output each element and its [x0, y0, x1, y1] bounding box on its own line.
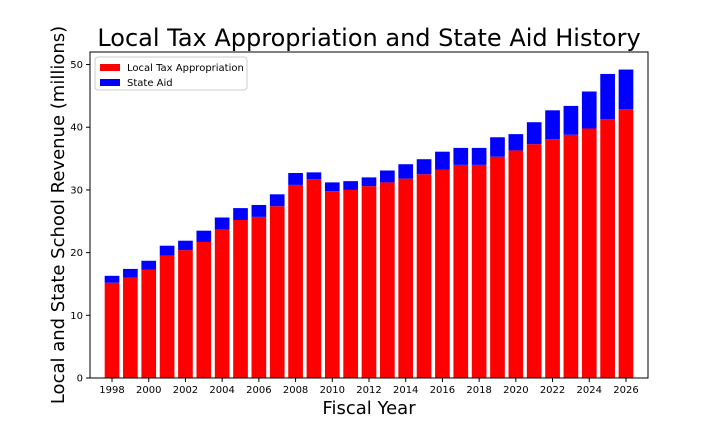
bar-state-aid-2020 [508, 134, 524, 151]
x-tick-label: 2024 [577, 385, 602, 396]
bar-state-aid-2005 [233, 208, 248, 221]
bar-local-tax-2015 [416, 174, 432, 378]
bar-local-tax-2004 [214, 229, 230, 378]
y-tick-label: 20 [70, 248, 83, 259]
x-tick-label: 2020 [503, 385, 528, 396]
plot-area: 0 10 20 30 40 50 1998 2000 2002 2004 2006 2008 2010… [70, 51, 649, 396]
bar-local-tax-2024 [581, 128, 597, 378]
legend-label: State Aid [127, 78, 173, 89]
bar-local-tax-2012 [361, 186, 377, 378]
bar-state-aid-2014 [398, 164, 414, 179]
bar-state-aid-2011 [343, 181, 358, 190]
bar-local-tax-2017 [453, 164, 469, 378]
x-tick-label: 2006 [246, 385, 271, 396]
x-tick-label: 2012 [356, 385, 381, 396]
bar-state-aid-2002 [178, 240, 193, 251]
x-tick-label: 2004 [209, 385, 234, 396]
x-tick-label: 2002 [173, 385, 198, 396]
bar-local-tax-2003 [196, 241, 212, 378]
bar-state-aid-2013 [380, 170, 395, 183]
x-tick-label: 1998 [99, 385, 124, 396]
bar-local-tax-2007 [269, 206, 285, 378]
bar-state-aid-2007 [269, 194, 285, 207]
bar-local-tax-2002 [178, 250, 193, 378]
bar-local-tax-2009 [306, 179, 322, 378]
x-tick-label: 2018 [466, 385, 491, 396]
bar-state-aid-1999 [123, 268, 138, 278]
bar-state-aid-2022 [545, 110, 560, 140]
y-tick-label: 50 [70, 60, 83, 71]
bar-local-tax-2000 [141, 269, 157, 378]
bar-local-tax-2008 [288, 184, 303, 378]
y-tick-label: 30 [70, 185, 83, 196]
bar-state-aid-2018 [471, 147, 487, 165]
bar-local-tax-2023 [563, 134, 579, 378]
bar-local-tax-2019 [490, 156, 505, 378]
bar-local-tax-2021 [526, 144, 542, 378]
x-tick-label: 2026 [613, 385, 638, 396]
bar-local-tax-2022 [545, 139, 560, 378]
bar-local-tax-2010 [324, 191, 340, 378]
x-tick-label: 2016 [430, 385, 455, 396]
chart-title: Local Tax Appropriation and State Aid Hi… [97, 24, 640, 52]
bar-state-aid-2009 [306, 172, 322, 180]
bar-state-aid-2026 [618, 69, 634, 110]
bar-local-tax-1999 [123, 277, 138, 378]
bar-local-tax-2014 [398, 178, 414, 378]
bar-local-tax-2013 [380, 182, 395, 378]
x-axis: 1998 2000 2002 2004 2006 2008 2010 2012 2014 2016… [99, 378, 639, 396]
y-axis-label: Local and State School Revenue (millions… [48, 26, 69, 404]
bar-state-aid-2010 [324, 182, 340, 192]
bar-state-aid-2001 [159, 245, 175, 256]
bar-local-tax-2020 [508, 150, 524, 378]
y-tick-label: 10 [70, 311, 83, 322]
bar-state-aid-2000 [141, 260, 157, 270]
bar-local-tax-2018 [471, 164, 487, 378]
x-tick-label: 2014 [393, 385, 418, 396]
legend-swatch [100, 64, 120, 71]
bar-local-tax-2005 [233, 220, 248, 378]
legend-box [94, 56, 248, 91]
bar-state-aid-2016 [435, 151, 450, 170]
bar-state-aid-2015 [416, 159, 432, 175]
bar-state-aid-2012 [361, 177, 377, 187]
bar-state-aid-2004 [214, 217, 230, 230]
legend-swatch [100, 79, 120, 86]
y-axis: 0 10 20 30 40 50 [70, 60, 90, 385]
bar-local-tax-2025 [600, 119, 615, 378]
bar-state-aid-2024 [581, 91, 597, 129]
bar-state-aid-2008 [288, 172, 303, 185]
bar-state-aid-2006 [251, 204, 267, 217]
legend: Local Tax Appropriation State Aid [94, 56, 248, 91]
x-tick-label: 2010 [320, 385, 345, 396]
x-tick-label: 2008 [283, 385, 308, 396]
bar-local-tax-1998 [104, 282, 120, 378]
bar-local-tax-2016 [435, 169, 450, 378]
bar-local-tax-2001 [159, 255, 175, 378]
x-tick-label: 2022 [540, 385, 565, 396]
bars-group [104, 69, 634, 379]
bar-state-aid-2023 [563, 105, 579, 135]
legend-label: Local Tax Appropriation [127, 63, 244, 74]
bar-state-aid-2025 [600, 73, 615, 120]
bar-local-tax-2011 [343, 189, 358, 378]
bar-state-aid-2017 [453, 147, 469, 165]
y-tick-label: 40 [70, 123, 83, 134]
bar-local-tax-2006 [251, 216, 267, 378]
bar-state-aid-2019 [490, 137, 505, 157]
bar-local-tax-2026 [618, 109, 634, 379]
bar-state-aid-1998 [104, 275, 120, 283]
x-tick-label: 2000 [136, 385, 161, 396]
bar-state-aid-2003 [196, 230, 212, 242]
bar-state-aid-2021 [526, 122, 542, 145]
y-tick-label: 0 [77, 374, 83, 385]
x-axis-label: Fiscal Year [322, 398, 416, 419]
